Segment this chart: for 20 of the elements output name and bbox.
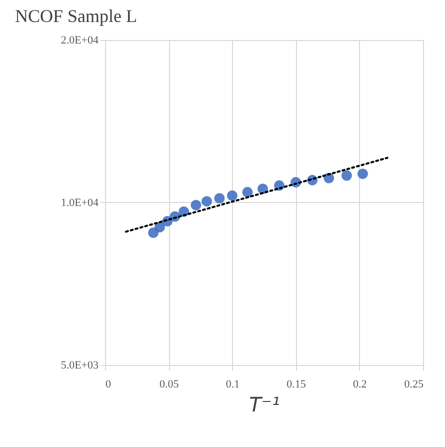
y-tick-label: 5.0E+03 (60, 360, 99, 372)
x-tick-label: 0 (106, 378, 112, 390)
point (226, 190, 238, 201)
y-tick-label: 2.0E+04 (60, 34, 99, 46)
x-axis-title: T⁻¹ (249, 392, 280, 416)
point (190, 200, 202, 210)
point (357, 168, 368, 180)
chart-title: NCOF Sample L (15, 6, 138, 26)
y-tick-label: 1.0E+04 (60, 197, 99, 209)
x-tick-label: 0.25 (404, 378, 424, 390)
x-tick-label: 0.05 (159, 378, 180, 390)
x-tick-label: 0.15 (286, 378, 306, 390)
point (154, 222, 165, 232)
x-tick-label: 0.2 (353, 378, 367, 390)
point (242, 186, 253, 198)
point (341, 170, 352, 181)
x-tick-label: 0.1 (226, 378, 240, 390)
point (148, 228, 159, 238)
point (214, 193, 225, 204)
point (202, 196, 212, 207)
